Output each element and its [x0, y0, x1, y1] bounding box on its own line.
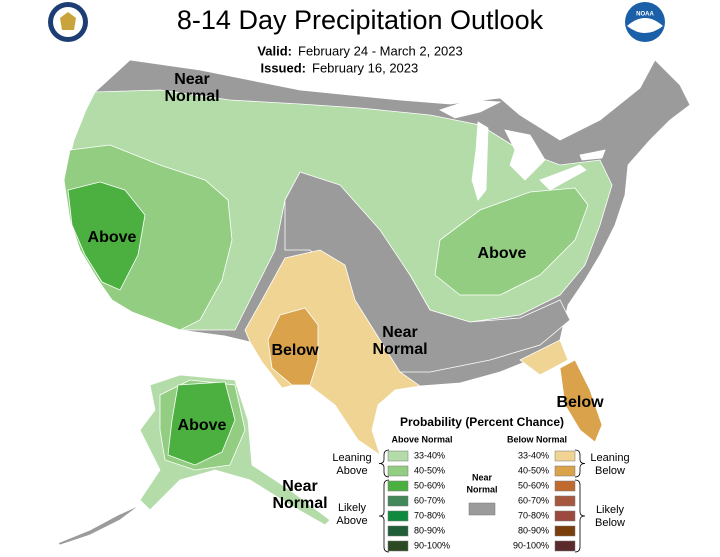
group-label: Above: [336, 515, 367, 527]
below-range: 60-70%: [518, 495, 549, 505]
map-label: Above: [88, 229, 137, 246]
group-label: Likely: [596, 504, 625, 516]
noaa-text: NOAA: [636, 12, 654, 18]
group-label: Above: [336, 465, 367, 477]
group-label: Leaning: [590, 452, 629, 464]
below-swatch: [554, 510, 576, 522]
map-label: Near: [382, 324, 418, 341]
near-normal-label: Normal: [466, 484, 497, 494]
below-swatch: [554, 525, 576, 537]
above-swatch: [387, 510, 409, 522]
leaning-below-se: [519, 339, 569, 376]
above-swatch: [387, 480, 409, 492]
title: 8-14 Day Precipitation Outlook: [177, 5, 544, 35]
above-heading: Above Normal: [391, 434, 452, 444]
map-label: Normal: [272, 495, 327, 512]
below-swatch: [554, 480, 576, 492]
map-label: Near: [174, 71, 210, 88]
below-range: 80-90%: [518, 525, 549, 535]
alaska: [57, 374, 331, 546]
group-label: Below: [595, 517, 625, 529]
seal-emblem: [60, 12, 76, 30]
map-label: Above: [478, 245, 527, 262]
above-swatch: [387, 540, 409, 552]
above-range: 60-70%: [414, 495, 445, 505]
below-nm: [267, 307, 319, 386]
alaska-above-50: [167, 381, 236, 466]
group-label: Likely: [338, 502, 367, 514]
brace: [574, 449, 586, 478]
below-range: 40-50%: [518, 465, 549, 475]
brace: [574, 479, 586, 553]
below-swatch: [554, 495, 576, 507]
below-heading: Below Normal: [507, 434, 567, 444]
aleutians: [57, 504, 141, 546]
brace: [378, 449, 390, 478]
map-labels: NearNormalAboveAboveBelowNearNormalBelow…: [88, 71, 605, 512]
noaa-bird: [627, 18, 663, 33]
issued-label: Issued:: [260, 60, 306, 75]
above-swatch: [387, 495, 409, 507]
near-swatch: [468, 502, 496, 516]
above-swatch: [387, 525, 409, 537]
above-range: 50-60%: [414, 480, 445, 490]
above-range: 40-50%: [414, 465, 445, 475]
above-west-50: [67, 181, 146, 291]
group-label: Below: [595, 465, 625, 477]
near-normal-label: Near: [472, 472, 493, 482]
map-label: Above: [178, 417, 227, 434]
great-lake-ontario: [579, 149, 606, 161]
below-fl: [559, 359, 603, 443]
above-range: 80-90%: [414, 525, 445, 535]
below-range: 33-40%: [518, 450, 549, 460]
legend: Probability (Percent Chance) Above Normal…: [332, 415, 630, 553]
brace: [378, 479, 390, 553]
above-range: 70-80%: [414, 510, 445, 520]
above-range: 90-100%: [414, 540, 450, 550]
great-lake-michigan: [471, 121, 489, 201]
above-swatch: [387, 465, 409, 477]
below-range: 50-60%: [518, 480, 549, 490]
great-lake-erie: [539, 164, 587, 191]
legend-title: Probability (Percent Chance): [400, 415, 564, 429]
conus: [63, 59, 691, 456]
great-lake-huron: [504, 129, 546, 181]
great-lake-superior: [438, 99, 502, 119]
below-swatch: [554, 450, 576, 462]
gray-central: [284, 171, 571, 373]
map-label: Below: [556, 394, 604, 411]
valid-dates: February 24 - March 2, 2023: [298, 43, 463, 58]
map-label: Normal: [372, 341, 427, 358]
below-swatch: [554, 465, 576, 477]
leaning-below-sw: [244, 249, 422, 456]
above-swatch: [387, 450, 409, 462]
valid-label: Valid:: [257, 43, 292, 58]
commerce-seal: [48, 2, 88, 42]
noaa-logo: NOAA: [625, 2, 665, 42]
map-label: Below: [271, 342, 319, 359]
group-label: Leaning: [332, 452, 371, 464]
issued-date: February 16, 2023: [312, 60, 418, 75]
above-range: 33-40%: [414, 450, 445, 460]
below-range: 90-100%: [513, 540, 549, 550]
below-range: 70-80%: [518, 510, 549, 520]
above-east-40: [434, 187, 589, 296]
below-swatch: [554, 540, 576, 552]
map-label: Normal: [164, 88, 219, 105]
map-label: Near: [282, 478, 318, 495]
